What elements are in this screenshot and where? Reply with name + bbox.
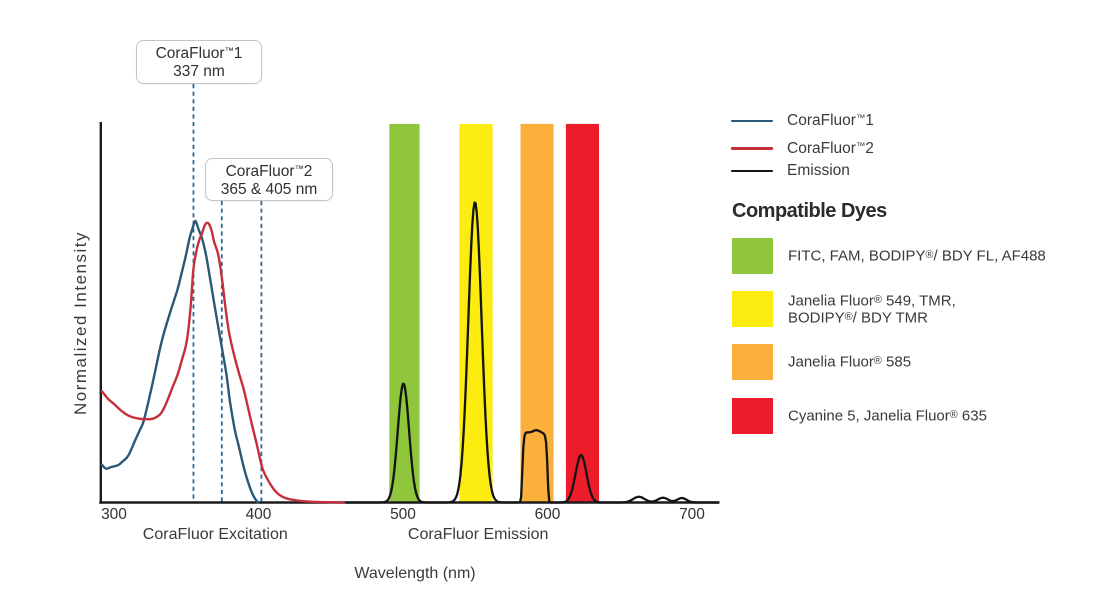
green-dye-swatch [732, 238, 773, 274]
dye-label-fitc: FITC, FAM, BODIPY®/ BDY FL, AF488 [788, 247, 1046, 265]
legend-label-corafluor2: CoraFluor™2 [787, 139, 874, 157]
dye-label-janelia585: Janelia Fluor® 585 [788, 353, 912, 371]
dye-row-janelia549: Janelia Fluor® 549, TMR, BODIPY®/ BDY TM… [732, 291, 956, 327]
curve-emission [345, 201, 720, 504]
legend-item-corafluor1: CoraFluor™1 [731, 112, 874, 130]
annotation-corafluor2: CoraFluor™2 365 & 405 nm [205, 158, 333, 201]
legend-label-emission: Emission [787, 162, 850, 179]
corafluor1-line-swatch [731, 119, 773, 123]
x-tick-700: 700 [679, 506, 705, 523]
yellow-dye-swatch [732, 291, 773, 327]
excitation-section-label: CoraFluor Excitation [142, 526, 288, 543]
dye-row-cyanine5: Cyanine 5, Janelia Fluor® 635 [732, 398, 987, 434]
y-axis-label: Normalized Intensity [71, 230, 90, 416]
x-tick-300: 300 [101, 506, 127, 523]
x-tick-600: 600 [534, 506, 561, 523]
legend-item-emission: Emission [731, 162, 850, 180]
green-band [389, 123, 420, 503]
red-dye-swatch [732, 398, 773, 434]
compatible-dyes-heading: Compatible Dyes [732, 200, 887, 222]
dye-row-janelia585: Janelia Fluor® 585 [732, 344, 911, 380]
dye-label-janelia549: Janelia Fluor® 549, TMR, BODIPY®/ BDY TM… [788, 292, 956, 327]
x-tick-400: 400 [245, 506, 272, 523]
x-tick-500: 500 [390, 506, 416, 523]
legend-label-corafluor1: CoraFluor™1 [787, 112, 874, 129]
red-band [565, 123, 599, 503]
annotation-corafluor2-value: 365 & 405 nm [220, 180, 318, 198]
corafluor2-line-swatch [731, 147, 773, 150]
x-axis-label: Wavelength (nm) [354, 565, 476, 582]
curve-corafluor1 [100, 219, 260, 504]
legend-item-corafluor2: CoraFluor™2 [731, 140, 874, 158]
annotation-corafluor1-value: 337 nm [173, 63, 225, 81]
dye-label-cyanine5: Cyanine 5, Janelia Fluor® 635 [788, 407, 987, 425]
orange-band [520, 123, 554, 503]
emission-line-swatch [731, 169, 773, 173]
annotation-corafluor2-title: CoraFluor™2 [225, 162, 313, 180]
annotation-corafluor1-title: CoraFluor™1 [155, 44, 243, 62]
emission-section-label: CoraFluor Emission [407, 526, 549, 543]
dye-row-fitc: FITC, FAM, BODIPY®/ BDY FL, AF488 [732, 238, 1046, 274]
orange-dye-swatch [732, 344, 773, 380]
annotation-corafluor1: CoraFluor™1 337 nm [136, 40, 262, 84]
curve-corafluor2 [100, 221, 345, 504]
